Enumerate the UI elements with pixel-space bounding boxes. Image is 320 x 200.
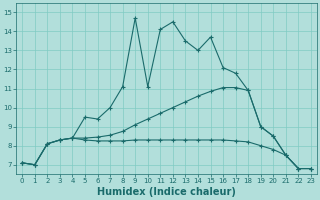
X-axis label: Humidex (Indice chaleur): Humidex (Indice chaleur) [97, 187, 236, 197]
